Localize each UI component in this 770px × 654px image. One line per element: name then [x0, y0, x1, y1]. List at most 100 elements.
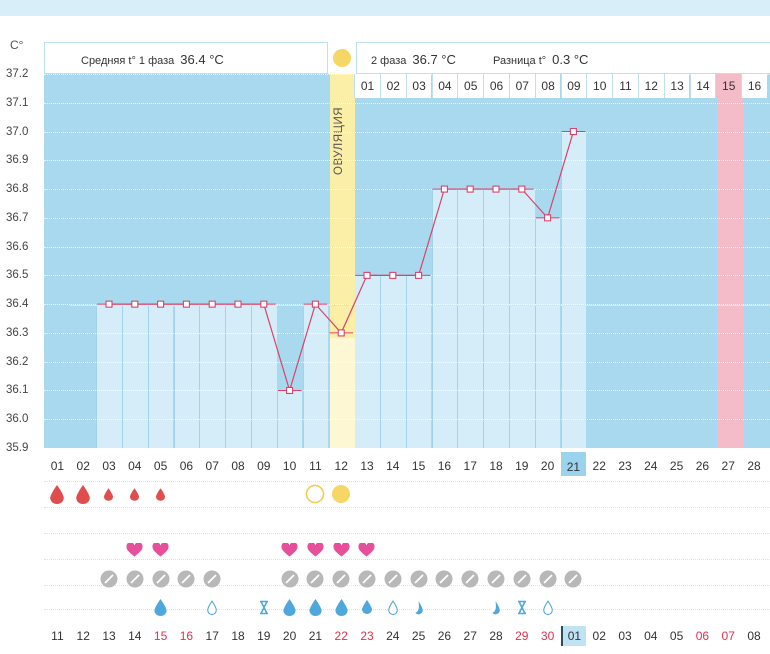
cycle-day-label[interactable]: 14: [386, 459, 400, 473]
calendar-day-label[interactable]: 15: [153, 629, 168, 643]
pill-icon[interactable]: [535, 566, 561, 592]
calendar-day-label[interactable]: 14: [128, 629, 142, 643]
calendar-day-label[interactable]: 28: [489, 629, 503, 643]
pill-icon[interactable]: [148, 566, 174, 592]
calendar-day-label[interactable]: 08: [747, 629, 761, 643]
pill-icon[interactable]: [174, 566, 200, 592]
temperature-point[interactable]: [440, 185, 448, 193]
temperature-bar[interactable]: [250, 304, 277, 448]
calendar-day-label[interactable]: 19: [257, 629, 271, 643]
temperature-point[interactable]: [182, 300, 190, 308]
calendar-day-label[interactable]: 26: [437, 629, 452, 643]
temperature-bar[interactable]: [508, 189, 535, 448]
pill-icon[interactable]: [457, 566, 483, 592]
ovulation-sun-icon[interactable]: [333, 49, 351, 67]
cycle-day-label[interactable]: 13: [360, 459, 374, 473]
temperature-bar[interactable]: [199, 304, 226, 448]
temperature-bar[interactable]: [483, 189, 509, 448]
cycle-day-label[interactable]: 17: [463, 459, 477, 473]
calendar-day-label[interactable]: 29: [515, 629, 529, 643]
pill-icon[interactable]: [199, 566, 225, 592]
calendar-day-label[interactable]: 25: [411, 629, 426, 643]
temperature-point[interactable]: [389, 271, 397, 279]
temperature-bar[interactable]: [225, 304, 251, 448]
drop-filled-icon[interactable]: [148, 594, 174, 620]
bleeding-drop-icon[interactable]: [45, 481, 71, 507]
cycle-day-label[interactable]: 21: [560, 452, 587, 476]
calendar-day-label[interactable]: 22: [334, 629, 348, 643]
cycle-day-label[interactable]: 24: [644, 459, 658, 473]
temperature-bar[interactable]: [431, 189, 458, 448]
calendar-day-label[interactable]: 03: [618, 629, 632, 643]
temperature-point[interactable]: [157, 300, 165, 308]
cycle-day-label[interactable]: 06: [179, 459, 194, 473]
intercourse-heart-icon[interactable]: [328, 537, 354, 563]
temperature-point[interactable]: [518, 185, 526, 193]
drop-outline-icon[interactable]: [199, 594, 225, 620]
cycle-day-label[interactable]: 22: [592, 459, 606, 473]
calendar-day-label[interactable]: 21: [308, 629, 323, 643]
drop-filled-icon[interactable]: [328, 594, 354, 620]
cycle-day-label[interactable]: 27: [721, 459, 735, 473]
drop-outline-icon[interactable]: [380, 594, 406, 620]
cycle-day-label[interactable]: 19: [515, 459, 529, 473]
drop-half-icon[interactable]: [483, 594, 509, 620]
calendar-day-label[interactable]: 17: [205, 629, 219, 643]
cycle-day-label[interactable]: 09: [257, 459, 271, 473]
pill-icon[interactable]: [122, 566, 148, 592]
cycle-day-label[interactable]: 10: [282, 459, 297, 473]
temperature-point[interactable]: [415, 271, 423, 279]
calendar-day-label[interactable]: 23: [360, 629, 374, 643]
calendar-day-label[interactable]: 11: [51, 629, 64, 643]
temperature-bar[interactable]: [173, 304, 200, 448]
drop-filled-icon[interactable]: [303, 594, 329, 620]
temperature-point[interactable]: [208, 300, 216, 308]
bleeding-drop-icon[interactable]: [96, 481, 122, 507]
cycle-day-label[interactable]: 16: [437, 459, 452, 473]
cycle-day-label[interactable]: 08: [231, 459, 245, 473]
temperature-point[interactable]: [569, 127, 577, 136]
temperature-bar[interactable]: [302, 304, 329, 448]
calendar-day-label[interactable]: 16: [179, 629, 194, 643]
pill-icon[interactable]: [561, 566, 587, 592]
temperature-point[interactable]: [544, 214, 552, 222]
pill-icon[interactable]: [96, 566, 122, 592]
temperature-bar[interactable]: [121, 304, 148, 448]
cycle-day-label[interactable]: 05: [153, 459, 168, 473]
calendar-day-label[interactable]: 01: [560, 626, 587, 646]
pill-icon[interactable]: [406, 566, 432, 592]
calendar-day-label[interactable]: 04: [644, 629, 658, 643]
pill-icon[interactable]: [277, 566, 303, 592]
calendar-day-label[interactable]: 27: [463, 629, 477, 643]
cycle-day-label[interactable]: 04: [128, 459, 142, 473]
cycle-day-label[interactable]: 28: [747, 459, 761, 473]
cycle-day-label[interactable]: 18: [489, 459, 503, 473]
intercourse-heart-icon[interactable]: [303, 537, 329, 563]
calendar-day-label[interactable]: 13: [102, 629, 116, 643]
temperature-bar[interactable]: [96, 304, 122, 448]
calendar-day-label[interactable]: 02: [592, 629, 606, 643]
calendar-day-label[interactable]: 07: [721, 629, 735, 643]
cycle-day-label[interactable]: 15: [411, 459, 426, 473]
calendar-day-label[interactable]: 30: [540, 629, 555, 643]
cycle-day-label[interactable]: 20: [540, 459, 555, 473]
intercourse-heart-icon[interactable]: [122, 537, 148, 563]
temperature-point[interactable]: [131, 300, 139, 308]
calendar-day-label[interactable]: 05: [669, 629, 684, 643]
intercourse-heart-icon[interactable]: [277, 537, 303, 563]
drop-small-icon[interactable]: [354, 594, 380, 620]
temperature-plot[interactable]: ОВУЛЯЦИЯ: [44, 74, 770, 448]
temperature-point[interactable]: [234, 300, 242, 308]
cycle-day-label[interactable]: 25: [669, 459, 684, 473]
cycle-day-label[interactable]: 26: [695, 459, 710, 473]
bleeding-drop-icon[interactable]: [70, 481, 96, 507]
temperature-point[interactable]: [311, 300, 319, 308]
calendar-day-label[interactable]: 24: [386, 629, 400, 643]
pill-icon[interactable]: [509, 566, 535, 592]
intercourse-heart-icon[interactable]: [148, 537, 174, 563]
cycle-day-label[interactable]: 12: [334, 459, 348, 473]
cycle-day-label[interactable]: 02: [76, 459, 90, 473]
ring-icon[interactable]: [303, 481, 329, 507]
cycle-day-label[interactable]: 07: [205, 459, 219, 473]
temperature-point[interactable]: [363, 271, 371, 279]
